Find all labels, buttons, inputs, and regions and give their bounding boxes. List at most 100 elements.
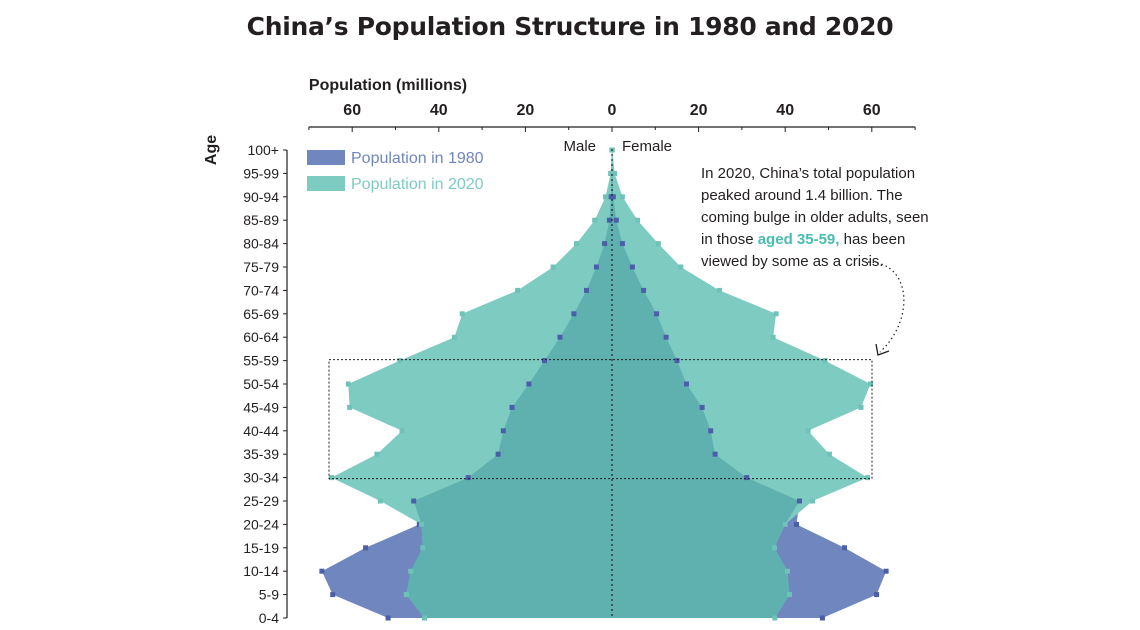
x-tick-label: 60: [343, 102, 361, 119]
marker-2020-female-point: [865, 475, 870, 481]
marker-1980-female-point: [797, 498, 802, 504]
marker-2020-male-point: [397, 358, 403, 364]
marker-1980-female-point: [674, 358, 680, 364]
age-group-label: 95-99: [243, 165, 279, 181]
marker-1980-female-point: [819, 615, 825, 621]
marker-1980-male-point: [606, 217, 612, 223]
marker-1980-female-point: [619, 241, 625, 247]
marker-2020-female-point: [612, 170, 618, 176]
marker-2020-male-point: [603, 194, 608, 200]
female-label: Female: [622, 138, 672, 155]
marker-2020-female-point: [771, 545, 777, 551]
x-tick-label: 40: [430, 102, 448, 119]
arrow-head-icon: [875, 343, 890, 356]
x-tick-label: 40: [776, 102, 794, 119]
annotation-line-1: In 2020, China’s total population: [701, 165, 915, 182]
marker-2020-male-point: [347, 404, 353, 410]
annotation-highlight: aged 35-59,: [758, 231, 840, 248]
marker-1980-female-point: [629, 264, 635, 270]
marker-1980-male-point: [509, 404, 515, 410]
marker-1980-male-point: [602, 241, 608, 247]
annotation-line-3: coming bulge in older adults, seen: [701, 209, 929, 226]
marker-2020-female-point: [822, 358, 828, 364]
legend-swatch-1980: [307, 150, 345, 165]
age-group-label: 50-54: [243, 376, 279, 392]
marker-1980-male-point: [593, 264, 599, 270]
marker-1980-male-point: [542, 358, 547, 364]
marker-1980-female-point: [654, 311, 660, 317]
labels: 60 40 20 0 20 40 60 Population (millions) 0-4 5-9…: [203, 77, 881, 626]
legend-label-2020: Population in 2020: [351, 176, 484, 193]
marker-2020-male-point: [574, 241, 579, 247]
marker-2020-male-point: [459, 311, 465, 317]
marker-1980-male-point: [363, 545, 369, 551]
marker-2020-male-point: [408, 568, 414, 574]
age-group-label: 65-69: [243, 306, 279, 322]
age-group-label: 100+: [247, 142, 279, 158]
marker-2020-female-point: [868, 381, 873, 387]
marker-1980-male-point: [557, 334, 563, 340]
age-group-label: 45-49: [243, 399, 279, 415]
marker-2020-female-point: [782, 521, 788, 527]
marker-2020-female-point: [655, 241, 661, 247]
marker-1980-female-point: [712, 451, 718, 457]
legend-label-1980: Population in 1980: [351, 150, 484, 167]
legend: Population in 1980 Population in 2020: [307, 150, 484, 193]
marker-1980-female-point: [684, 381, 689, 387]
marker-2020-male-point: [451, 334, 457, 340]
marker-2020-female-point: [678, 264, 684, 270]
data-markers: [319, 147, 889, 621]
axes: [283, 126, 916, 619]
marker-1980-male-point: [500, 428, 506, 434]
marker-2020-male-point: [550, 264, 556, 270]
marker-1980-male-point: [584, 287, 589, 293]
marker-2020-female-point: [787, 592, 792, 598]
marker-2020-male-point: [374, 451, 380, 457]
age-group-label: 20-24: [243, 516, 279, 532]
marker-1980-female-point: [641, 287, 647, 293]
marker-1980-male-point: [330, 592, 336, 598]
age-group-label: 15-19: [243, 540, 279, 556]
age-group-label: 5-9: [259, 587, 279, 603]
annotation-line-5: viewed by some as a crisis.: [701, 253, 884, 270]
age-group-label: 55-59: [243, 353, 279, 369]
age-group-label: 25-29: [243, 493, 279, 509]
pyramid-areas: [321, 149, 887, 618]
marker-2020-female-point: [773, 311, 779, 317]
marker-2020-female-point: [770, 334, 776, 340]
marker-2020-male-point: [422, 615, 427, 621]
marker-2020-female-point: [619, 194, 625, 200]
marker-2020-female-point: [805, 428, 811, 434]
marker-2020-male-point: [345, 381, 351, 387]
annotation-line-2: peaked around 1.4 billion. The: [701, 187, 903, 204]
age-group-label: 70-74: [243, 282, 279, 298]
age-group-label: 90-94: [243, 189, 279, 205]
x-axis-title: Population (millions): [309, 77, 467, 94]
marker-1980-male-point: [495, 451, 501, 457]
x-tick-label: 60: [863, 102, 881, 119]
marker-2020-female-point: [716, 287, 722, 293]
legend-swatch-2020: [307, 176, 345, 191]
marker-1980-female-point: [794, 521, 799, 527]
male-label: Male: [563, 138, 596, 155]
annotation-line-4: in those aged 35-59, has been: [701, 231, 905, 248]
x-tick-label: 20: [690, 102, 708, 119]
marker-1980-female-point: [883, 568, 889, 574]
marker-1980-male-point: [571, 311, 577, 317]
age-group-label: 35-39: [243, 446, 279, 462]
y-axis-title: Age: [203, 135, 220, 165]
highlight-box: [328, 359, 873, 480]
marker-1980-female-point: [744, 475, 750, 481]
age-group-label: 75-79: [243, 259, 279, 275]
marker-2020-male-point: [515, 287, 521, 293]
area-overlap: [406, 149, 800, 618]
marker-2020-male-point: [403, 592, 409, 598]
marker-2020-female-point: [635, 217, 640, 223]
marker-1980-male-point: [385, 615, 391, 621]
marker-1980-female-point: [613, 217, 619, 223]
marker-1980-female-point: [874, 592, 880, 598]
x-tick-label: 20: [517, 102, 535, 119]
marker-1980-female-point: [842, 545, 847, 551]
marker-2020-male-point: [399, 428, 405, 434]
